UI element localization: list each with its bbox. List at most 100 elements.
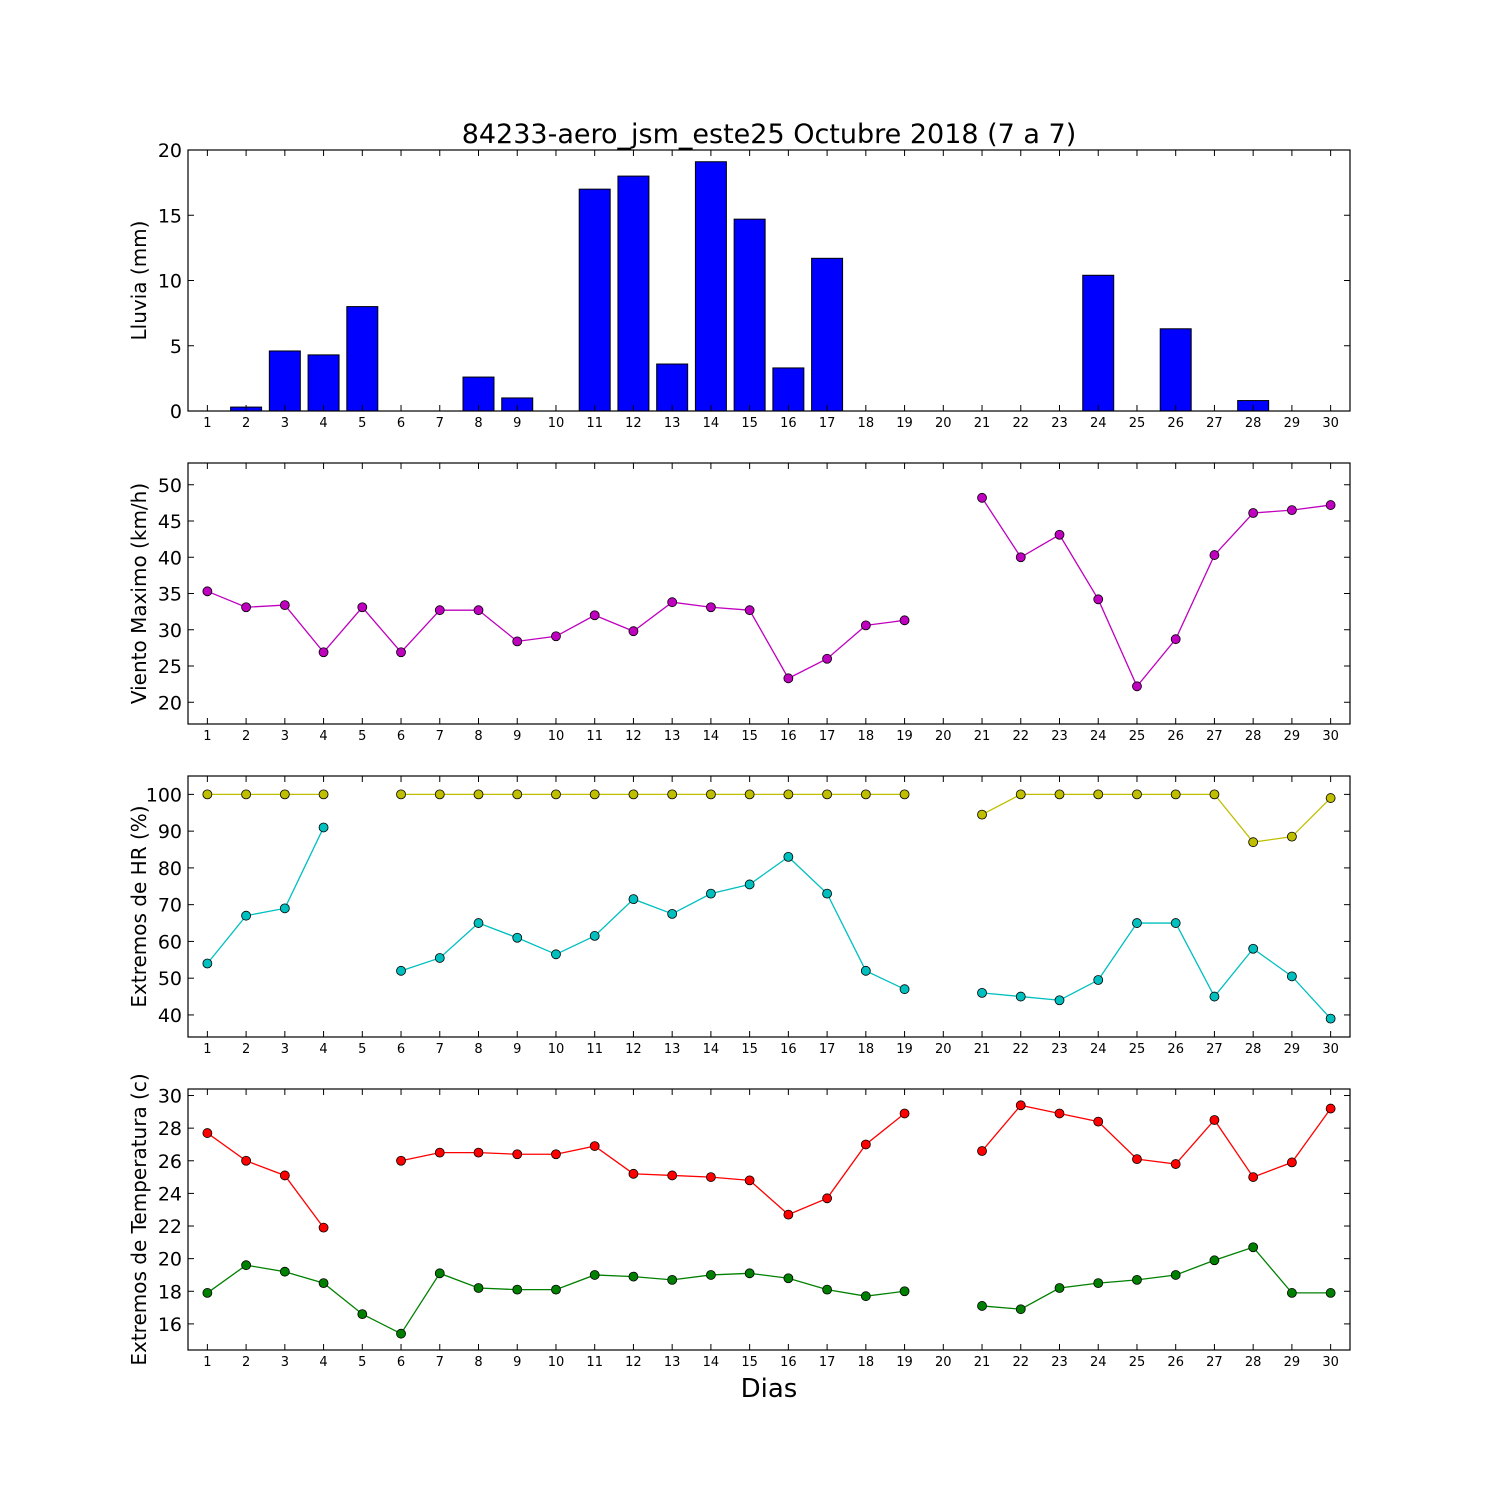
humedad-series-1-point-day-30 (1325, 1013, 1336, 1024)
temperatura-series-0-point-day-9 (512, 1149, 523, 1160)
temperatura-series-1-point-day-13 (667, 1274, 678, 1285)
viento-series-0-point-day-12 (628, 626, 639, 637)
humedad-series-0-point-day-2 (241, 789, 252, 800)
x-tick-label-4: 4 (319, 1355, 327, 1370)
viento-series-0-point-day-15 (744, 605, 755, 616)
humedad-series-1-point-day-3 (279, 903, 290, 914)
temperatura-series-0-point-day-13 (667, 1170, 678, 1181)
humedad-series-0-point-day-13 (667, 789, 678, 800)
x-tick-label-20: 20 (935, 416, 952, 431)
x-tick-label-6: 6 (397, 1355, 405, 1370)
y-tick-label: 50 (158, 475, 182, 497)
humedad-series-1-point-day-28 (1248, 943, 1259, 954)
x-tick-label-28: 28 (1245, 729, 1262, 744)
y-tick-label: 26 (158, 1151, 182, 1173)
humedad-series-0-point-day-18 (860, 789, 871, 800)
x-tick-label-13: 13 (664, 729, 681, 744)
temperatura-series-0-point-day-23 (1054, 1108, 1065, 1119)
temperatura-series-1-point-day-21 (977, 1301, 987, 1311)
y-tick-label: 22 (158, 1216, 182, 1238)
humedad-series-1-point-day-25 (1132, 918, 1142, 928)
x-tick-label-10: 10 (548, 1355, 565, 1370)
humedad-series-1-point-day-15 (744, 879, 755, 890)
viento-series-0-point-day-4 (318, 647, 329, 658)
chart-title: 84233-aero_jsm_este25 Octubre 2018 (7 a … (462, 119, 1077, 150)
x-tick-label-29: 29 (1284, 1042, 1301, 1057)
x-tick-label-5: 5 (358, 1042, 366, 1057)
temperatura-series-1-point-day-12 (628, 1271, 639, 1282)
temperatura-series-0-point-day-1 (202, 1128, 213, 1138)
humedad-series-0-point-day-11 (589, 789, 600, 800)
bar-day-14 (694, 161, 727, 412)
bar-day-15 (733, 218, 766, 412)
x-tick-label-11: 11 (586, 729, 603, 744)
x-tick-label-8: 8 (474, 729, 482, 744)
humedad-series-1-point-day-10 (551, 949, 561, 960)
x-tick-label-28: 28 (1245, 1355, 1262, 1370)
x-tick-label-30: 30 (1322, 1042, 1339, 1057)
viento-series-0-point-day-19 (899, 615, 910, 626)
x-tick-label-30: 30 (1322, 729, 1339, 744)
x-tick-label-9: 9 (513, 416, 521, 431)
humedad-series-1-point-day-1 (202, 958, 213, 969)
humedad-series-1-point-day-27 (1209, 991, 1220, 1002)
viento-series-0-point-day-27 (1209, 550, 1220, 560)
y-tick-label: 100 (146, 784, 182, 806)
viento-series-0-point-day-1 (202, 586, 213, 597)
x-tick-label-23: 23 (1051, 1042, 1068, 1057)
x-tick-label-25: 25 (1129, 1042, 1146, 1057)
x-tick-label-9: 9 (513, 729, 521, 744)
temperatura-series-0-point-day-6 (396, 1155, 406, 1166)
temperatura-series-0-point-day-2 (241, 1155, 252, 1166)
x-tick-label-9: 9 (513, 1042, 521, 1057)
x-tick-label-14: 14 (703, 729, 720, 744)
x-tick-label-10: 10 (548, 416, 565, 431)
temperatura-series-1-point-day-15 (744, 1268, 755, 1279)
bar-day-3 (268, 350, 301, 412)
humedad-series-0-point-day-16 (783, 789, 794, 800)
humedad-series-0-point-day-10 (551, 789, 561, 800)
x-tick-label-24: 24 (1090, 729, 1107, 744)
x-tick-label-28: 28 (1245, 1042, 1262, 1057)
temperatura-series-1-point-day-26 (1170, 1270, 1181, 1280)
temperatura-series-1-point-day-4 (318, 1278, 329, 1289)
y-tick-label: 30 (158, 620, 182, 642)
humedad-series-0-point-day-4 (318, 789, 329, 800)
temperatura-series-1-point-day-16 (783, 1273, 794, 1284)
temperatura-series-0-point-day-17 (822, 1193, 832, 1204)
y-tick-label: 80 (158, 858, 182, 880)
x-tick-label-29: 29 (1284, 1355, 1301, 1370)
y-tick-label: 70 (158, 895, 182, 917)
x-tick-label-13: 13 (664, 1355, 681, 1370)
y-tick-label: 10 (158, 271, 182, 293)
x-tick-label-29: 29 (1284, 416, 1301, 431)
temperatura-series-0-point-day-21 (977, 1146, 987, 1156)
x-tick-label-3: 3 (281, 729, 289, 744)
temperatura-series-0-point-day-27 (1209, 1115, 1220, 1125)
bar-day-26 (1159, 328, 1192, 412)
y-tick-label: 25 (158, 656, 182, 678)
x-tick-label-12: 12 (625, 729, 642, 744)
x-tick-label-8: 8 (474, 1355, 482, 1370)
x-tick-label-5: 5 (358, 1355, 366, 1370)
x-tick-label-16: 16 (780, 416, 797, 431)
temperatura-series-1-point-day-1 (202, 1288, 213, 1298)
y-tick-label: 60 (158, 931, 182, 953)
temperatura-series-0-point-day-30 (1325, 1103, 1336, 1114)
humedad-series-0-point-day-24 (1093, 789, 1104, 800)
humedad-series-1-point-day-2 (241, 910, 252, 921)
x-tick-label-19: 19 (896, 729, 913, 744)
x-tick-label-22: 22 (1012, 1355, 1029, 1370)
temperatura-series-1-point-day-5 (357, 1309, 368, 1320)
x-tick-label-21: 21 (974, 1355, 991, 1370)
x-tick-label-1: 1 (203, 1355, 211, 1370)
humedad-series-0-point-day-12 (628, 789, 639, 800)
x-tick-label-23: 23 (1051, 729, 1068, 744)
x-tick-label-22: 22 (1012, 416, 1029, 431)
temperatura-series-1-point-day-30 (1325, 1288, 1336, 1298)
humedad-series-0-point-day-25 (1132, 789, 1142, 800)
y-tick-label: 15 (158, 205, 182, 227)
temperatura-series-0-point-day-8 (473, 1147, 484, 1158)
y-tick-label: 90 (158, 821, 182, 843)
temperatura-series-1-point-day-17 (822, 1284, 832, 1295)
